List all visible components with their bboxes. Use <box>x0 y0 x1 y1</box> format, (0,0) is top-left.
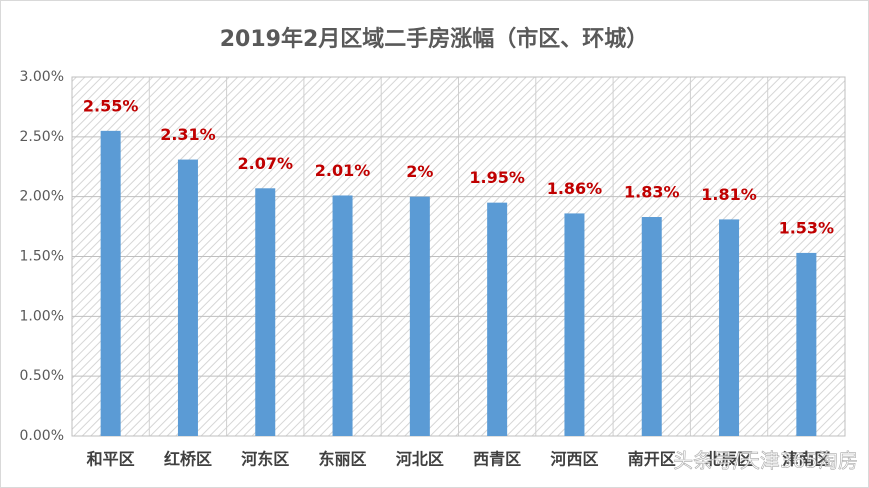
data-label: 1.95% <box>469 168 525 187</box>
x-tick-label: 红桥区 <box>164 450 212 469</box>
y-tick-label: 1.00% <box>20 308 64 324</box>
data-label: 2.07% <box>237 154 293 173</box>
x-tick-label: 河东区 <box>241 450 289 469</box>
y-tick-label: 3.00% <box>20 69 64 85</box>
data-label: 1.81% <box>701 185 757 204</box>
x-tick-label: 西青区 <box>473 450 521 469</box>
x-tick-label: 河北区 <box>396 450 444 469</box>
bar <box>564 213 585 436</box>
data-label: 2.55% <box>83 96 139 115</box>
data-label: 1.53% <box>779 218 835 237</box>
bar <box>255 188 276 436</box>
chart-title: 2019年2月区域二手房涨幅（市区、环城） <box>220 26 649 52</box>
y-tick-label: 2.50% <box>20 129 64 145</box>
data-label: 2.01% <box>315 161 371 180</box>
data-label: 1.83% <box>624 183 680 202</box>
bar <box>796 252 817 436</box>
watermark: 头条号/天津365淘房 <box>673 449 858 473</box>
y-tick-label: 1.50% <box>20 249 64 265</box>
bar <box>409 196 430 436</box>
data-label: 2% <box>406 162 433 181</box>
bar <box>487 202 508 436</box>
x-tick-label: 东丽区 <box>319 450 367 469</box>
bar <box>641 217 662 436</box>
y-tick-label: 0.50% <box>20 368 64 384</box>
data-label: 2.31% <box>160 125 216 144</box>
x-tick-label: 南开区 <box>628 450 676 469</box>
bar <box>100 130 121 436</box>
bar <box>719 219 740 436</box>
x-tick-label: 和平区 <box>87 450 135 469</box>
x-tick-label: 津南区 <box>782 450 830 469</box>
y-tick-label: 0.00% <box>20 428 64 444</box>
x-tick-label: 河西区 <box>550 450 598 469</box>
y-tick-label: 2.00% <box>20 189 64 205</box>
data-label: 1.86% <box>547 179 603 198</box>
bar <box>177 159 198 436</box>
x-tick-label: 北辰区 <box>705 450 753 469</box>
bar <box>332 195 353 436</box>
